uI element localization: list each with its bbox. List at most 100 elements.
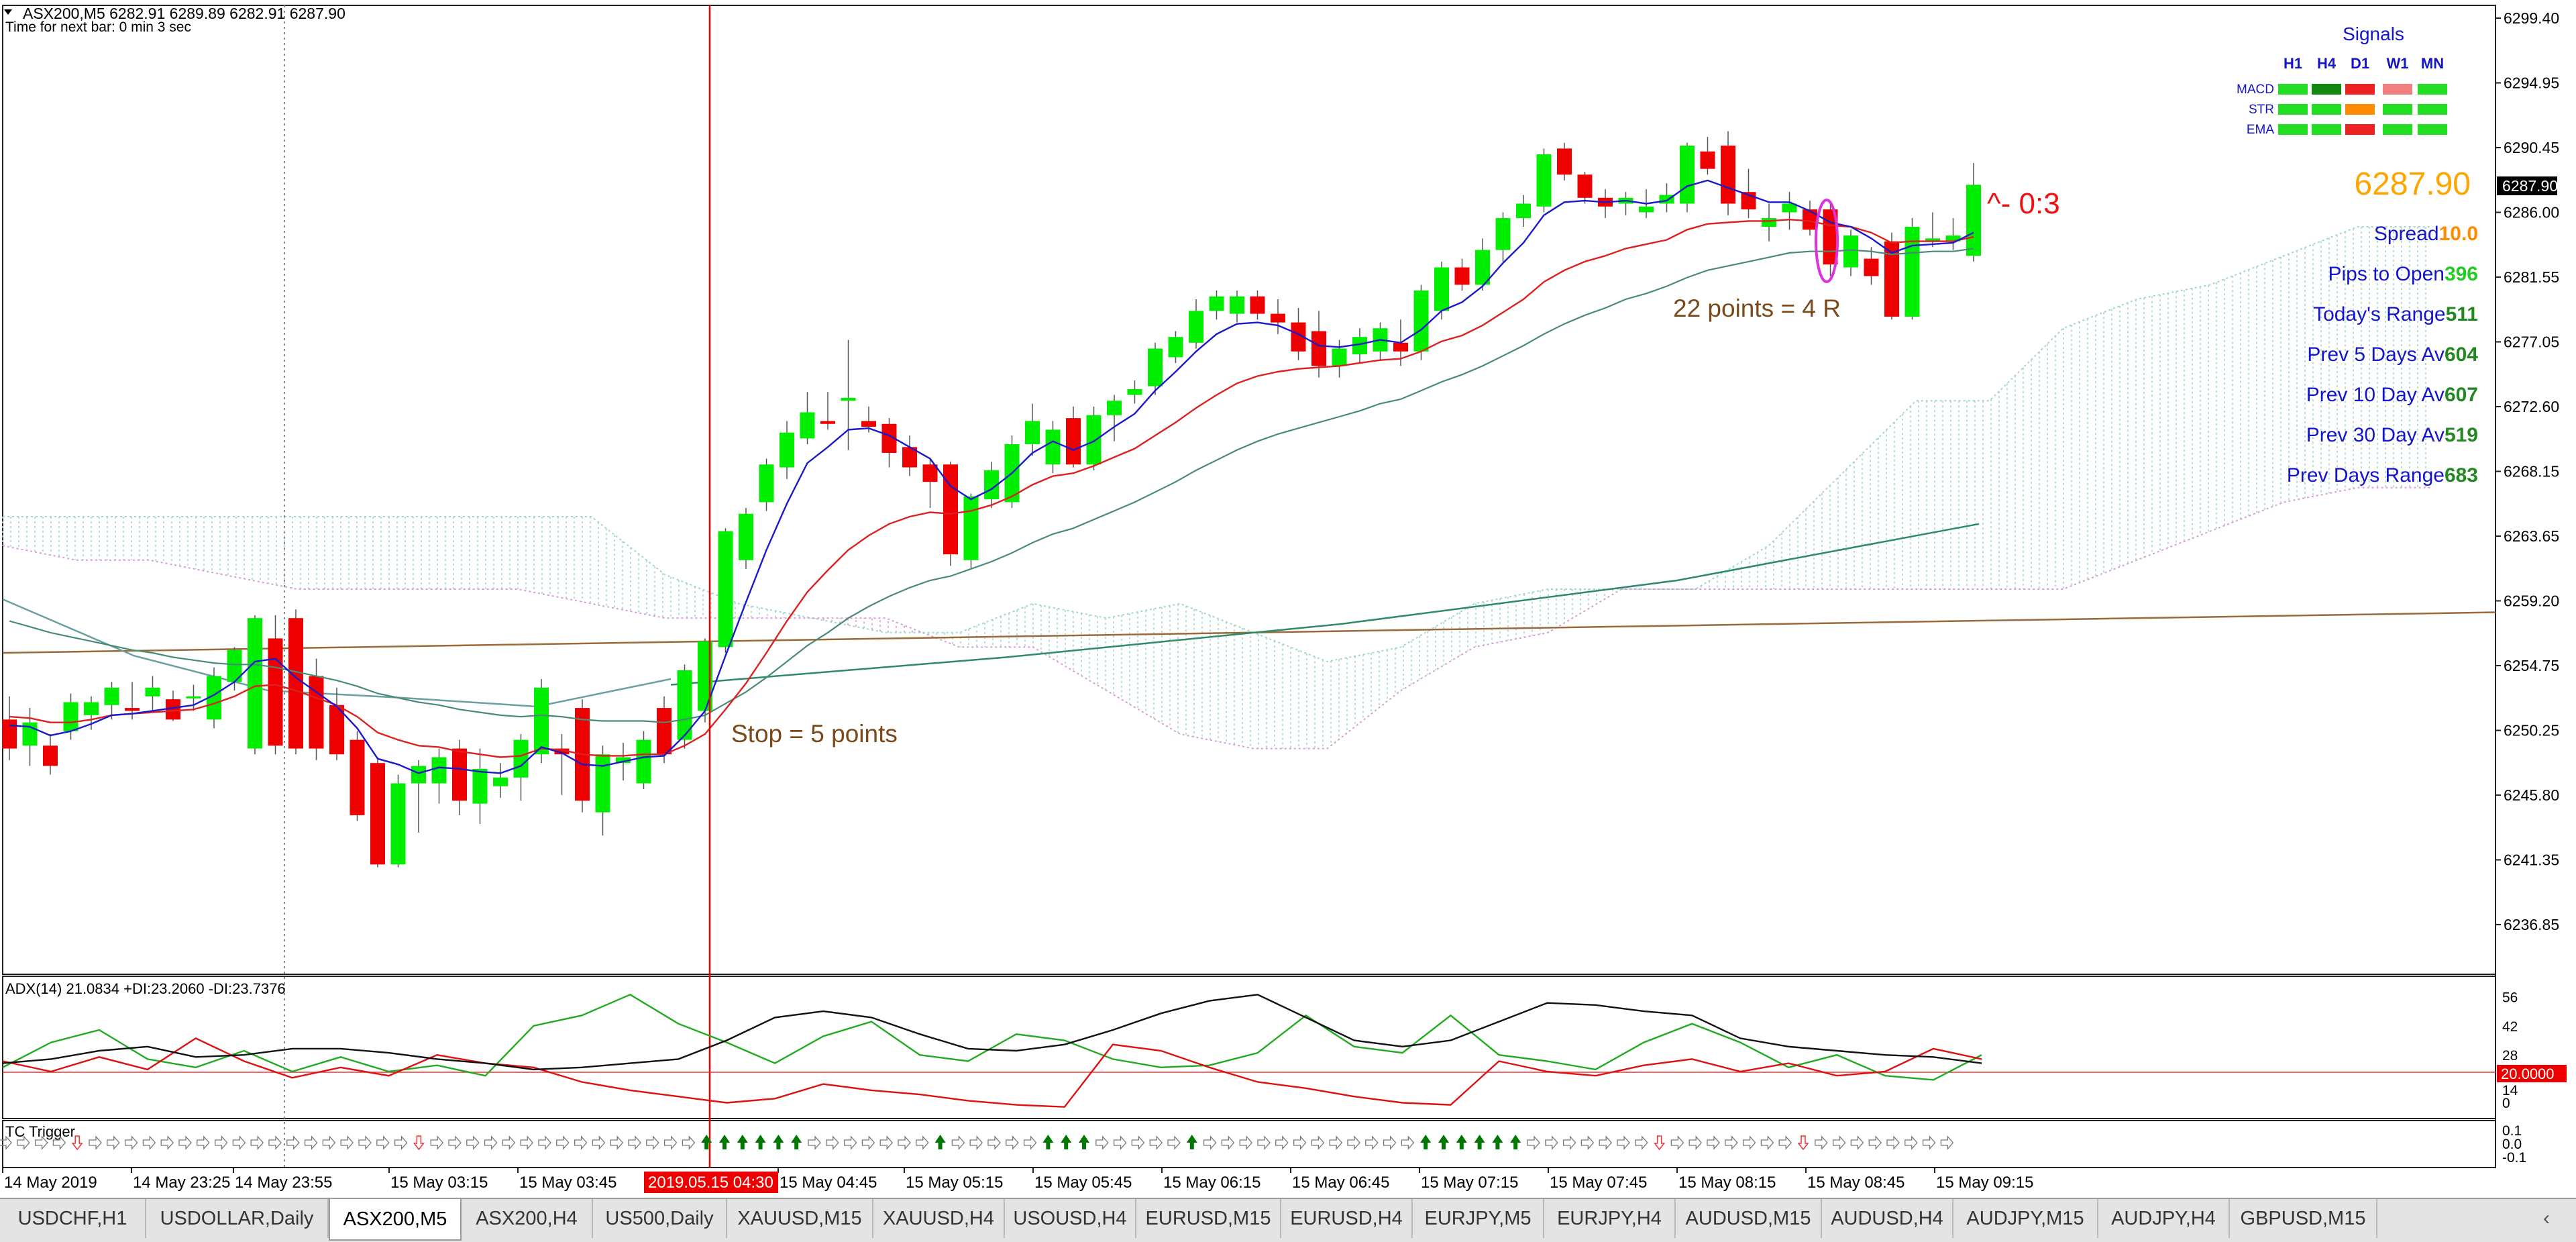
chart-tab[interactable]: EURJPY,H4 xyxy=(1544,1199,1676,1238)
info-label: Pips to Open xyxy=(2328,263,2445,285)
trigger-neutral-arrow xyxy=(0,1135,12,1150)
candle-bull xyxy=(1045,429,1061,465)
info-row: Pips to Open396 xyxy=(2328,263,2479,285)
candle-bull xyxy=(207,676,221,720)
trigger-neutral-arrow xyxy=(1778,1135,1792,1150)
info-label: Prev Days Range xyxy=(2287,464,2445,486)
tab-scroll-left-button[interactable]: ‹ xyxy=(2526,1199,2567,1238)
trade-marker: ^- 0:3 xyxy=(1987,187,2060,220)
trigger-neutral-arrow xyxy=(17,1135,30,1150)
candle-bear xyxy=(1864,258,1879,276)
trigger-neutral-arrow xyxy=(1401,1135,1415,1150)
chart-tab[interactable]: ASX200,H4 xyxy=(462,1199,593,1238)
trigger-neutral-arrow xyxy=(484,1135,498,1150)
candle-bull xyxy=(739,513,753,560)
chart-tab[interactable]: USDOLLAR,Daily xyxy=(146,1199,329,1238)
chart-tab[interactable]: AUDJPY,H4 xyxy=(2098,1199,2230,1238)
trigger-neutral-arrow xyxy=(592,1135,606,1150)
trigger-neutral-arrow xyxy=(1527,1135,1540,1150)
trigger-axis-label: 0.0 xyxy=(2502,1137,2522,1152)
candlesticks xyxy=(2,131,1981,868)
candle-bull xyxy=(1680,146,1695,204)
candle-bull xyxy=(1189,311,1203,343)
chart-area[interactable]: ASX200,M5 6282.91 6289.89 6282.91 6287.9… xyxy=(0,0,2576,1198)
trigger-neutral-arrow xyxy=(1904,1135,1918,1150)
candle-bull xyxy=(1904,227,1920,317)
trigger-neutral-arrow xyxy=(1131,1135,1145,1150)
chart-menu-icon[interactable] xyxy=(4,9,12,15)
next-bar-timer: Time for next bar: 0 min 3 sec xyxy=(5,19,191,35)
trigger-neutral-arrow xyxy=(1311,1135,1325,1150)
trigger-neutral-arrow xyxy=(1580,1135,1595,1150)
trigger-neutral-arrow xyxy=(197,1135,210,1150)
chart-tab[interactable]: AUDUSD,H4 xyxy=(1822,1199,1953,1238)
cloud-span-b xyxy=(2,486,2431,749)
candle-bear xyxy=(861,421,876,427)
adx-axis-label: 42 xyxy=(2502,1019,2518,1035)
candle-bull xyxy=(984,470,999,500)
candle-bull xyxy=(1025,421,1040,445)
signal-cell xyxy=(2418,104,2447,115)
symbol-info: ASX200,M5 6282.91 6289.89 6282.91 6287.9… xyxy=(23,5,345,22)
chart-tab[interactable]: USDCHF,H1 xyxy=(0,1199,146,1238)
current-price-tag xyxy=(2497,176,2557,195)
ema-lines xyxy=(9,179,1974,774)
chart-tab[interactable]: ASX200,M5 xyxy=(329,1199,462,1241)
chart-tab[interactable]: GBPUSD,M15 xyxy=(2230,1199,2377,1238)
chart-tab[interactable]: EURUSD,H4 xyxy=(1281,1199,1413,1238)
price-label: 6241.35 xyxy=(2504,851,2559,869)
stop-annotation: Stop = 5 points xyxy=(731,720,898,747)
trigger-up-arrow xyxy=(1420,1135,1432,1149)
chart-tab[interactable]: EURUSD,M15 xyxy=(1136,1199,1281,1238)
signal-cell xyxy=(2345,84,2375,95)
chart-tab[interactable]: AUDJPY,M15 xyxy=(1953,1199,2098,1238)
chart-tab[interactable]: USOUSD,H4 xyxy=(1005,1199,1136,1238)
chart-tab[interactable]: EURJPY,M5 xyxy=(1413,1199,1544,1238)
info-label: Prev 10 Day Av xyxy=(2306,384,2445,406)
chart-tab[interactable]: US500,Daily xyxy=(593,1199,727,1238)
candle-bull xyxy=(595,754,610,813)
candle-bull xyxy=(411,766,426,784)
candle-bear xyxy=(820,421,835,424)
chart-tab[interactable]: XAUUSD,M15 xyxy=(727,1199,873,1238)
trigger-neutral-arrow xyxy=(969,1135,983,1150)
trigger-neutral-arrow xyxy=(89,1135,102,1150)
trigger-neutral-arrow xyxy=(646,1135,659,1150)
chart-tab[interactable]: AUDUSD,M15 xyxy=(1676,1199,1822,1238)
time-label: 15 May 08:15 xyxy=(1678,1174,1776,1192)
trigger-up-arrow xyxy=(773,1135,784,1149)
candle-bull xyxy=(800,412,815,439)
info-value: 511 xyxy=(2446,303,2478,325)
time-label: 14 May 2019 xyxy=(4,1174,97,1192)
candle-bear xyxy=(2,719,17,749)
candle-bull xyxy=(963,496,979,560)
candle-bear xyxy=(329,705,344,755)
trigger-neutral-arrow xyxy=(1149,1135,1163,1150)
trigger-neutral-arrow xyxy=(1113,1135,1127,1150)
candle-bear xyxy=(370,763,385,865)
candle-bull xyxy=(63,702,78,731)
time-label: 15 May 09:15 xyxy=(1936,1174,2033,1192)
ma-long-line xyxy=(670,523,1980,686)
trigger-neutral-arrow xyxy=(1329,1135,1343,1150)
trigger-neutral-arrow xyxy=(448,1135,462,1150)
trigger-neutral-arrow xyxy=(1850,1135,1864,1150)
trigger-neutral-arrow xyxy=(610,1135,624,1150)
trigger-neutral-arrow xyxy=(538,1135,551,1150)
chart-tab[interactable]: XAUUSD,H4 xyxy=(873,1199,1005,1238)
signals-column-header: D1 xyxy=(2351,55,2369,72)
candle-bull xyxy=(1352,337,1367,355)
trigger-neutral-arrow xyxy=(502,1135,516,1150)
ema-mid-line xyxy=(9,218,1974,758)
trigger-neutral-arrow xyxy=(52,1135,66,1150)
time-label: 15 May 04:45 xyxy=(780,1174,877,1192)
trigger-neutral-arrow xyxy=(142,1135,156,1150)
signal-cell xyxy=(2278,104,2308,115)
trigger-neutral-arrow xyxy=(1095,1135,1109,1150)
trigger-neutral-arrow xyxy=(1203,1135,1217,1150)
info-value: 519 xyxy=(2445,424,2478,446)
candle-bear xyxy=(1803,209,1817,230)
price-label: 6294.95 xyxy=(2504,74,2559,92)
signals-column-header: H1 xyxy=(2284,55,2302,72)
